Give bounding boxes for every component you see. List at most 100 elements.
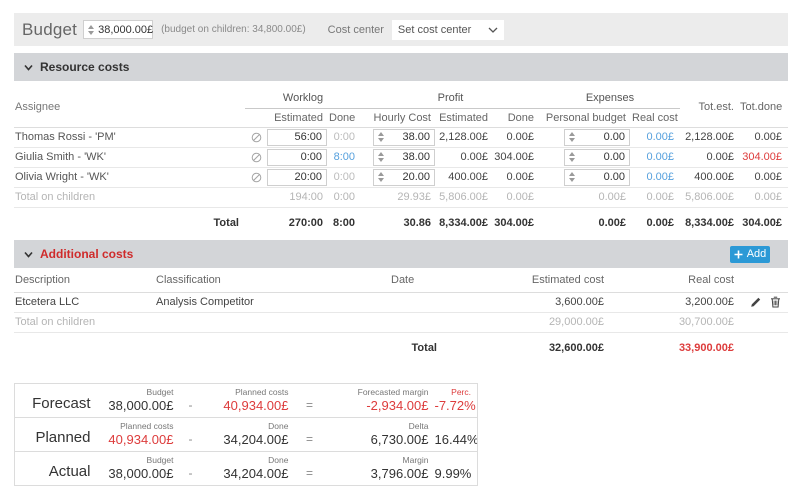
stepper-icon[interactable] — [378, 152, 384, 162]
edit-button[interactable] — [750, 296, 762, 308]
total-tot-est: 8,334.00£ — [685, 217, 734, 229]
column-header-description: Description — [14, 268, 155, 293]
tot-done-value: 304.00£ — [740, 147, 788, 168]
value-label: Done — [268, 421, 289, 431]
value-label: Planned costs — [120, 421, 174, 431]
hourly-cost-input[interactable]: 38.00 — [373, 128, 435, 146]
worklog-estimated-input[interactable]: 56:00 — [267, 128, 327, 146]
budget-header-bar: Budget 38,000.00£ (budget on children: 3… — [14, 13, 788, 46]
additional-costs-section-header[interactable]: Additional costs Add — [14, 240, 788, 268]
delta-value: 6,730.00£ — [370, 432, 429, 447]
column-header-worklog-done: Done — [329, 111, 356, 124]
section-title: Resource costs — [40, 60, 130, 74]
cost-description: Etcetera LLC — [14, 292, 155, 313]
assignee-name: Thomas Rossi - 'PM' — [14, 126, 245, 148]
plus-icon — [734, 250, 743, 258]
value-label: Forecasted margin — [357, 387, 429, 397]
stepper-icon[interactable] — [378, 172, 384, 182]
personal-budget-input[interactable]: 0.00 — [564, 128, 630, 146]
children-worklog-estimated: 194:00 — [245, 187, 329, 208]
total-worklog-done: 8:00 — [332, 217, 355, 229]
assignee-name: Olivia Wright - 'WK' — [14, 167, 245, 188]
column-header-real-cost: Real cost — [610, 268, 740, 293]
cost-real: 3,200.00£ — [610, 292, 740, 313]
additional-cost-row: Etcetera LLC Analysis Competitor 3,600.0… — [14, 292, 788, 313]
column-header-profit-estimated: Estimated — [439, 111, 488, 124]
forecasted-margin-value: -2,934.00£ — [366, 398, 429, 413]
total-real-cost: 0.00£ — [646, 217, 674, 229]
total-on-children-row: Total on children 29,000.00£ 30,700.00£ — [14, 312, 788, 333]
group-header-profit: Profit — [361, 88, 540, 109]
add-cost-button[interactable]: Add — [730, 245, 770, 263]
column-header-classification: Classification — [155, 268, 390, 293]
cost-center-select[interactable]: Set cost center — [391, 19, 504, 40]
value-label: Planned costs — [235, 387, 289, 397]
percent-value: 9.99% — [434, 466, 472, 481]
summary-row-actual: Actual Budget 38,000.00£ - Done 34,204.00£… — [15, 452, 478, 486]
total-real-cost: 33,900.00£ — [678, 342, 734, 354]
planned-costs-value: 40,934.00£ — [223, 398, 289, 413]
minus-operator: - — [179, 383, 202, 418]
circle-slash-icon — [251, 172, 262, 182]
summary-row-label: Planned — [14, 417, 95, 452]
trash-icon — [771, 296, 780, 308]
personal-budget-input[interactable]: 0.00 — [564, 168, 630, 186]
value-label: Budget — [146, 455, 174, 465]
column-header-worklog-estimated: Estimated — [274, 111, 323, 124]
worklog-done-value: 0:00 — [329, 126, 361, 148]
value-label: Budget — [146, 387, 174, 397]
real-cost-link[interactable]: 0.00£ — [632, 147, 680, 168]
value-label: Done — [268, 455, 289, 465]
stepper-icon[interactable] — [569, 172, 575, 182]
stepper-icon[interactable] — [378, 132, 384, 142]
group-header-expenses: Expenses — [540, 88, 680, 109]
total-profit-estimated: 8,334.00£ — [439, 217, 488, 229]
tot-done-value: 0.00£ — [740, 167, 788, 188]
margin-value: 3,796.00£ — [370, 466, 429, 481]
worklog-estimated-input[interactable]: 0:00 — [267, 148, 327, 166]
children-real-cost: 0.00£ — [632, 187, 680, 208]
budget-value: 38,000.00£ — [108, 466, 174, 481]
cost-estimated: 3,600.00£ — [470, 292, 610, 313]
budget-on-children-note: (budget on children: 34,800.00£) — [161, 24, 306, 35]
budget-value: 38,000.00£ — [98, 23, 154, 36]
assignee-name: Giulia Smith - 'WK' — [14, 147, 245, 168]
summary-row-forecast: Forecast Budget 38,000.00£ - Planned cost… — [14, 383, 478, 418]
summary-row-label: Actual — [48, 463, 91, 480]
chevron-down-icon — [488, 27, 498, 33]
budget-value: 38,000.00£ — [108, 398, 174, 413]
stepper-icon[interactable] — [569, 152, 575, 162]
circle-slash-icon — [251, 132, 262, 142]
real-cost-link[interactable]: 0.00£ — [632, 126, 680, 148]
cost-center-value: Set cost center — [397, 23, 472, 36]
column-header-real-cost: Real cost — [632, 111, 678, 124]
stepper-icon[interactable] — [88, 24, 95, 35]
equals-operator: = — [294, 383, 325, 418]
resource-costs-section-header[interactable]: Resource costs — [14, 53, 788, 81]
profit-estimated-value: 0.00£ — [437, 147, 494, 168]
section-title: Additional costs — [40, 247, 134, 261]
total-worklog-estimated: 270:00 — [288, 217, 323, 229]
tot-est-value: 400.00£ — [680, 167, 740, 188]
children-personal-budget: 0.00£ — [540, 187, 632, 208]
row-label: Total on children — [14, 312, 155, 333]
worklog-estimated-input[interactable]: 20:00 — [267, 168, 327, 186]
budget-input[interactable]: 38,000.00£ — [83, 20, 153, 39]
children-real-cost: 30,700.00£ — [610, 312, 740, 333]
hourly-cost-input[interactable]: 38.00 — [373, 148, 435, 166]
done-value: 34,204.00£ — [223, 466, 289, 481]
circle-slash-icon — [251, 152, 262, 162]
worklog-done-link[interactable]: 8:00 — [329, 147, 361, 168]
hourly-cost-input[interactable]: 20.00 — [373, 168, 435, 186]
stepper-icon[interactable] — [569, 132, 575, 142]
personal-budget-input[interactable]: 0.00 — [564, 148, 630, 166]
real-cost-link[interactable]: 0.00£ — [632, 167, 680, 188]
children-profit-done: 0.00£ — [494, 187, 540, 208]
children-hourly-cost: 29.93£ — [361, 187, 437, 208]
children-worklog-done: 0:00 — [329, 187, 361, 208]
profit-done-value: 0.00£ — [494, 167, 540, 188]
column-header-hourly-cost: Hourly Cost — [373, 111, 431, 124]
delete-button[interactable] — [770, 296, 781, 308]
summary-row-label: Forecast — [14, 383, 95, 418]
